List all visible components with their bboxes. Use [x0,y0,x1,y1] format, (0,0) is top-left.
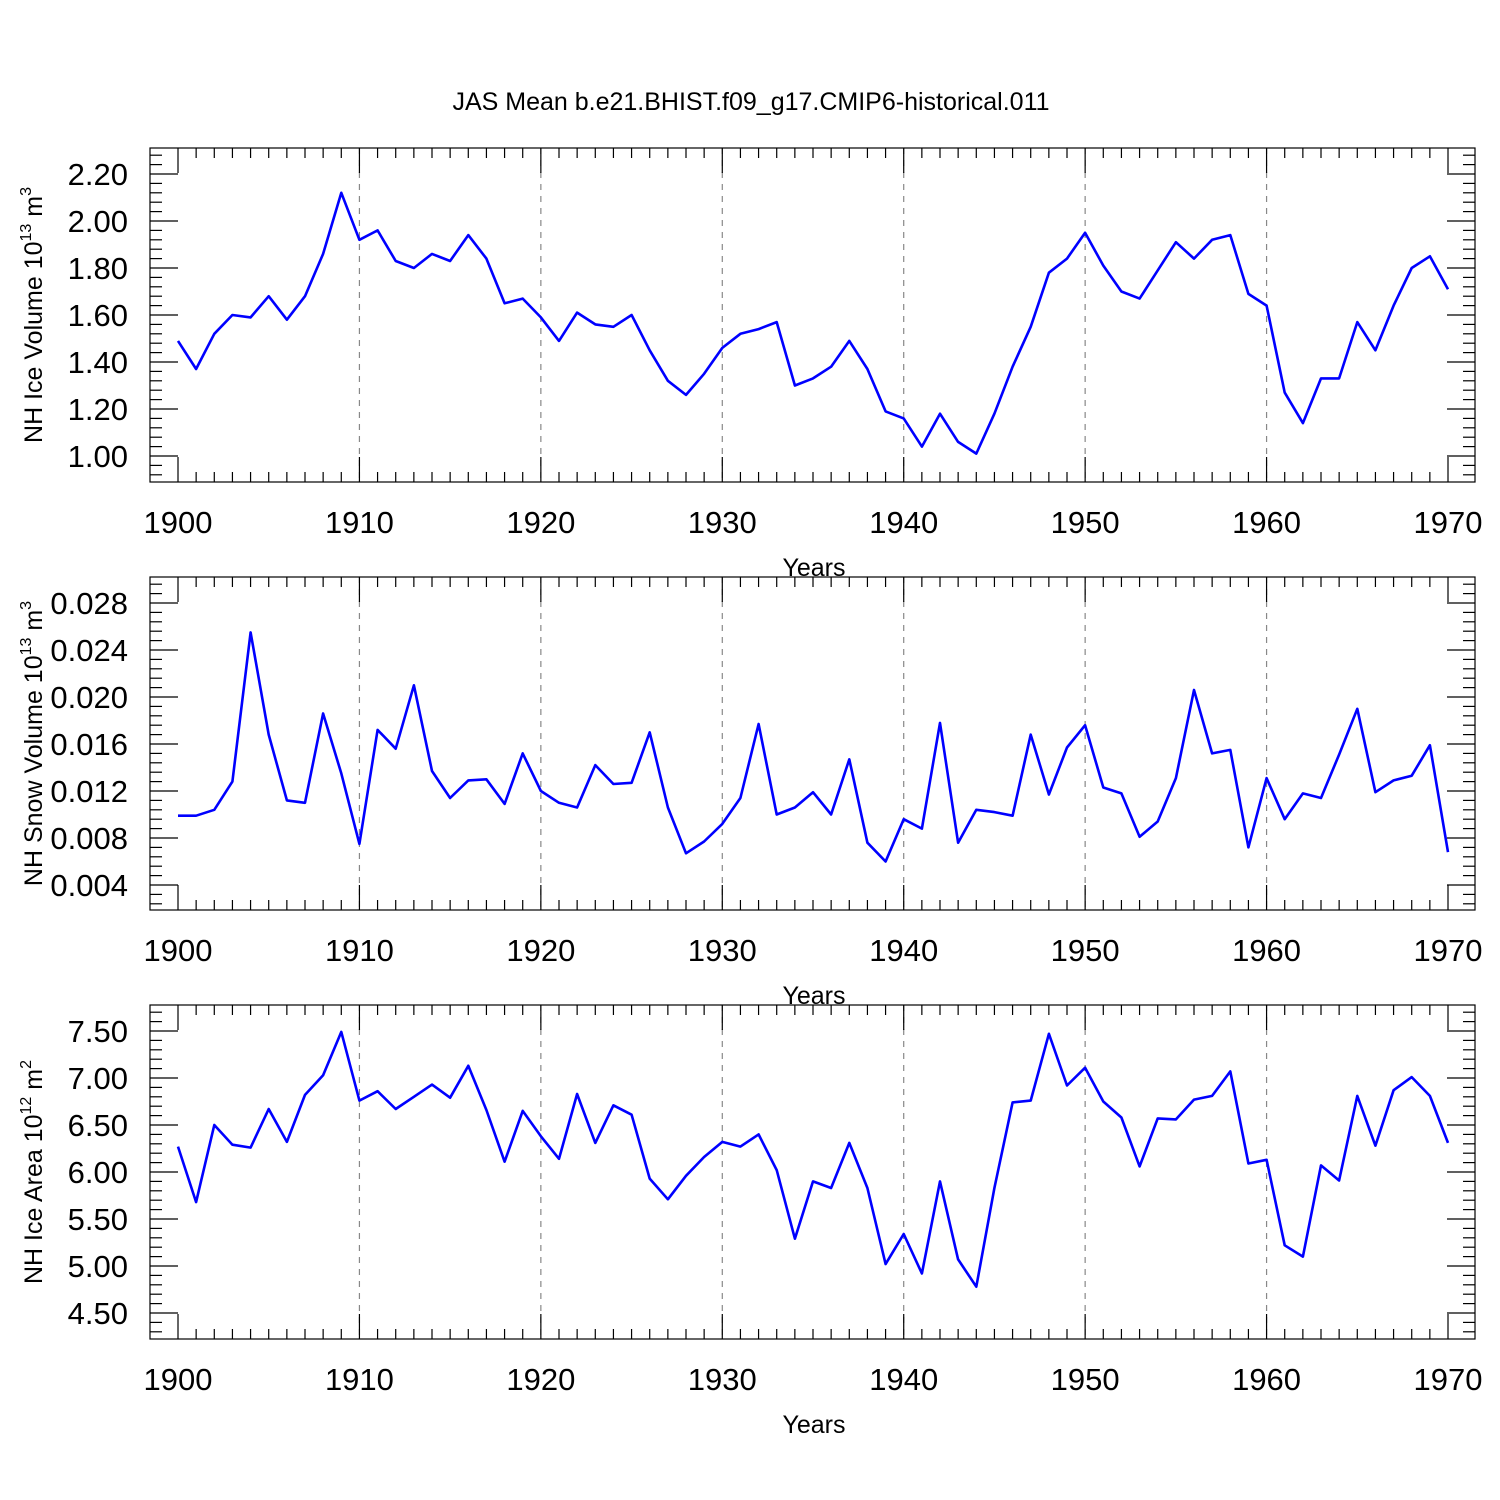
x-tick-label: 1900 [144,505,213,540]
x-tick-label: 1940 [869,505,938,540]
y-tick-label: 0.024 [50,633,128,668]
y-tick-label: 6.00 [68,1155,128,1190]
y-tick-label: 0.028 [50,586,128,621]
x-tick-label: 1930 [688,933,757,968]
x-tick-label: 1960 [1232,505,1301,540]
y-tick-label: 7.50 [68,1014,128,1049]
y-tick-label: 5.50 [68,1202,128,1237]
y-tick-label: 6.50 [68,1108,128,1143]
x-tick-label: 1970 [1414,1362,1483,1397]
x-axis-title: Years [782,554,845,582]
x-tick-label: 1930 [688,1362,757,1397]
plot-frame [149,147,1476,483]
x-tick-label: 1900 [144,1362,213,1397]
y-tick-label: 4.50 [68,1296,128,1331]
x-tick-label: 1970 [1414,505,1483,540]
x-tick-label: 1940 [869,933,938,968]
x-tick-label: 1900 [144,933,213,968]
x-tick-label: 1960 [1232,1362,1301,1397]
x-tick-label: 1930 [688,505,757,540]
y-axis-title: NH Ice Area 1012 m2 [18,1060,48,1284]
y-tick-label: 0.020 [50,680,128,715]
y-tick-label: 5.00 [68,1249,128,1284]
x-tick-label: 1920 [506,505,575,540]
x-tick-label: 1910 [325,1362,394,1397]
x-tick-label: 1970 [1414,933,1483,968]
y-tick-label: 1.00 [68,439,128,474]
x-tick-label: 1950 [1051,505,1120,540]
y-tick-label: 0.016 [50,727,128,762]
plot-frame [149,576,1476,911]
x-axis-title: Years [782,1411,845,1439]
x-tick-label: 1920 [506,1362,575,1397]
x-tick-label: 1960 [1232,933,1301,968]
y-tick-label: 1.80 [68,251,128,286]
panel-snow-volume: 0.004 0.008 0.012 0.016 0.020 0.024 0.028 1900 1… [18,576,1483,1010]
series-line-snow-volume [178,631,1450,863]
x-tick-label: 1910 [325,505,394,540]
series-line-ice-volume [176,191,1450,455]
x-tick-label: 1950 [1051,1362,1120,1397]
y-tick-label: 2.00 [68,204,128,239]
y-tick-label: 7.00 [68,1061,128,1096]
y-tick-label: 1.40 [68,345,128,380]
y-tick-label: 2.20 [68,157,128,192]
x-tick-label: 1910 [325,933,394,968]
panel-ice-area: 4.50 5.00 5.50 6.00 6.50 7.00 7.50 1900 1910 1920… [18,1004,1483,1439]
y-tick-label: 0.008 [50,821,128,856]
plot-frame [149,1004,1476,1340]
x-tick-label: 1950 [1051,933,1120,968]
y-axis-title: NH Ice Volume 1013 m3 [18,187,48,443]
y-tick-label: 0.012 [50,774,128,809]
y-tick-label: 1.60 [68,298,128,333]
x-tick-label: 1920 [506,933,575,968]
y-tick-label: 0.004 [50,868,128,903]
y-axis-title: NH Snow Volume 1013 m3 [18,601,48,886]
panel-ice-volume: 1.00 1.20 1.40 1.60 1.80 2.00 2.20 1900 1910 1920… [18,147,1483,582]
x-axis-title: Years [782,982,845,1010]
series-line-ice-area [176,1030,1450,1288]
x-tick-label: 1940 [869,1362,938,1397]
y-tick-label: 1.20 [68,392,128,427]
figure-title: JAS Mean b.e21.BHIST.f09_g17.CMIP6-histo… [452,88,1049,116]
